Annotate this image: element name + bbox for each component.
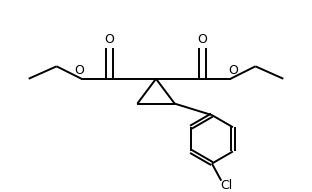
Text: Cl: Cl	[220, 179, 232, 192]
Text: O: O	[105, 33, 114, 46]
Text: O: O	[228, 64, 238, 77]
Text: O: O	[74, 64, 84, 77]
Text: O: O	[198, 33, 207, 46]
